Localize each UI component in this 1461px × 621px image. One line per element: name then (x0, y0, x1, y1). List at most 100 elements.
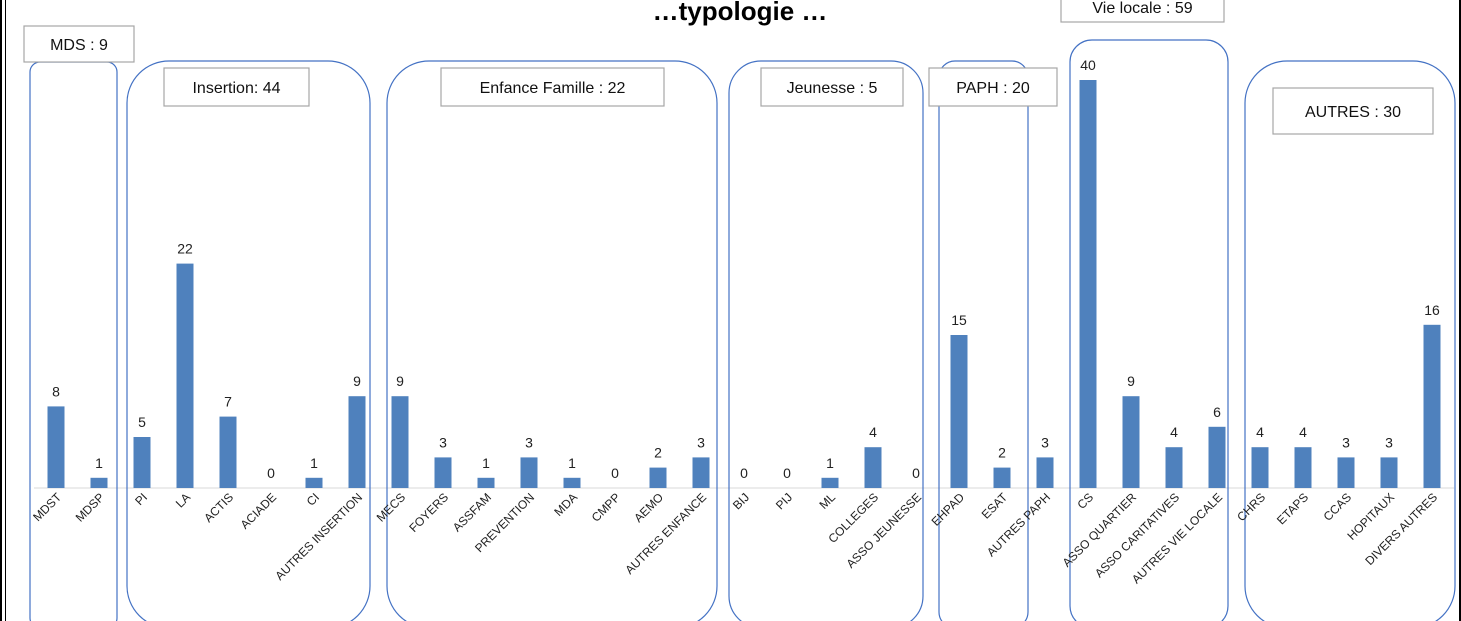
data-label: 4 (869, 424, 877, 440)
bar-autres-insertion (348, 396, 366, 488)
left-frame-inner-line (5, 0, 6, 621)
category-label: BIJ (730, 490, 752, 512)
bar-ml (821, 477, 839, 488)
bar-actis (219, 416, 237, 488)
bar-etaps (1294, 447, 1312, 488)
group-label-box (163, 67, 310, 107)
bar-divers-autres (1423, 324, 1441, 488)
group-label-box (760, 67, 904, 107)
bar-autres-paph (1036, 457, 1054, 488)
group-label-box (1272, 87, 1434, 135)
category-label: AEMO (631, 490, 666, 525)
data-label: 3 (1342, 434, 1350, 450)
category-label: FOYERS (406, 490, 451, 535)
bar-mda (563, 477, 581, 488)
category-label: ASSFAM (450, 490, 494, 534)
data-label: 3 (1385, 434, 1393, 450)
category-label: CMPP (589, 490, 623, 524)
category-label: MECS (374, 490, 408, 524)
chart-title: …typologie … (653, 0, 828, 26)
bar-hopitaux (1380, 457, 1398, 488)
bar-asso-caritatives (1165, 447, 1183, 488)
category-label: PIJ (773, 490, 795, 512)
group-frame (29, 61, 118, 621)
bar-chrs (1251, 447, 1269, 488)
category-label: ACIADE (238, 490, 279, 531)
category-label: EHPAD (929, 490, 968, 529)
data-label: 9 (1127, 373, 1135, 389)
data-label: 0 (611, 465, 619, 481)
category-label: MDST (30, 490, 64, 524)
category-label: CI (304, 490, 322, 508)
data-label: 40 (1080, 57, 1096, 73)
bar-esat (993, 467, 1011, 488)
data-label: 22 (177, 241, 193, 257)
group-label: AUTRES : 30 (1305, 104, 1401, 121)
group-label-box (1060, 0, 1225, 23)
category-label: ASSO QUARTIER (1060, 490, 1140, 570)
category-label: MDSP (73, 490, 107, 524)
category-label: PI (132, 490, 150, 508)
group-frame (1244, 60, 1456, 621)
bar-ehpad (950, 335, 968, 488)
data-label: 16 (1424, 302, 1440, 318)
bar-asso-quartier (1122, 396, 1140, 488)
data-label: 4 (1170, 424, 1178, 440)
bar-mecs (391, 396, 409, 488)
category-label: AUTRES INSERTION (272, 490, 365, 583)
data-label: 0 (783, 465, 791, 481)
category-label: ACTIS (201, 490, 236, 525)
group-label-box (440, 67, 665, 107)
data-label: 9 (353, 373, 361, 389)
data-label: 2 (654, 445, 662, 461)
data-label: 4 (1256, 424, 1264, 440)
group-label: Insertion: 44 (192, 80, 280, 97)
group-label: Enfance Famille : 22 (480, 80, 626, 97)
bar-colleges (864, 447, 882, 488)
data-label: 1 (826, 455, 834, 471)
data-label: 1 (568, 455, 576, 471)
category-label: CS (1074, 490, 1096, 512)
bar-ccas (1337, 457, 1355, 488)
data-label: 8 (52, 383, 60, 399)
data-label: 9 (396, 373, 404, 389)
data-label: 15 (951, 312, 967, 328)
bar-foyers (434, 457, 452, 488)
group-frame (1069, 39, 1229, 621)
category-label: DIVERS AUTRES (1362, 490, 1440, 568)
group-label: MDS : 9 (50, 37, 108, 54)
data-label: 0 (912, 465, 920, 481)
category-label: ETAPS (1274, 490, 1311, 527)
bar-la (176, 263, 194, 488)
data-label: 0 (740, 465, 748, 481)
category-label: ASSO CARITATIVES (1092, 490, 1182, 580)
bar-ci (305, 477, 323, 488)
data-label: 1 (482, 455, 490, 471)
right-frame-line (1459, 0, 1461, 621)
group-frame (728, 60, 924, 621)
data-label: 1 (310, 455, 318, 471)
group-label: PAPH : 20 (956, 80, 1030, 97)
category-label: MDA (551, 490, 580, 519)
group-frame (386, 60, 718, 621)
data-label: 7 (224, 394, 232, 410)
data-label: 3 (697, 434, 705, 450)
left-frame-line (0, 0, 2, 621)
bar-cs (1079, 80, 1097, 488)
data-label: 5 (138, 414, 146, 430)
category-label: ASSO JEUNESSE (843, 490, 924, 571)
group-label-box (23, 25, 135, 63)
category-label: AUTRES ENFANCE (622, 490, 709, 577)
data-label: 2 (998, 445, 1006, 461)
data-label: 1 (95, 455, 103, 471)
group-label: Jeunesse : 5 (787, 80, 878, 97)
data-label: 3 (439, 434, 447, 450)
bar-assfam (477, 477, 495, 488)
bar-autres-enfance (692, 457, 710, 488)
bar-prevention (520, 457, 538, 488)
data-label: 4 (1299, 424, 1307, 440)
bar-aemo (649, 467, 667, 488)
group-label: Vie locale : 59 (1092, 0, 1192, 17)
